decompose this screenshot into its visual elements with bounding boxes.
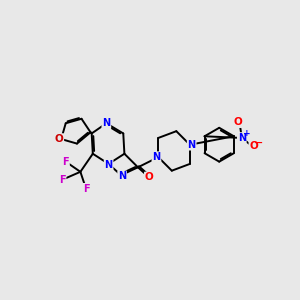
- Text: N: N: [104, 160, 113, 170]
- Text: N: N: [238, 133, 246, 143]
- Text: F: F: [83, 184, 89, 194]
- Text: N: N: [118, 171, 126, 181]
- Text: −: −: [254, 137, 263, 148]
- Text: O: O: [249, 141, 258, 151]
- Text: F: F: [59, 175, 66, 185]
- Text: O: O: [233, 117, 242, 127]
- Text: N: N: [188, 140, 196, 150]
- Text: N: N: [102, 118, 110, 128]
- Text: O: O: [145, 172, 154, 182]
- Text: N: N: [152, 152, 160, 162]
- Text: F: F: [62, 157, 69, 167]
- Text: +: +: [243, 129, 250, 138]
- Text: O: O: [55, 134, 63, 144]
